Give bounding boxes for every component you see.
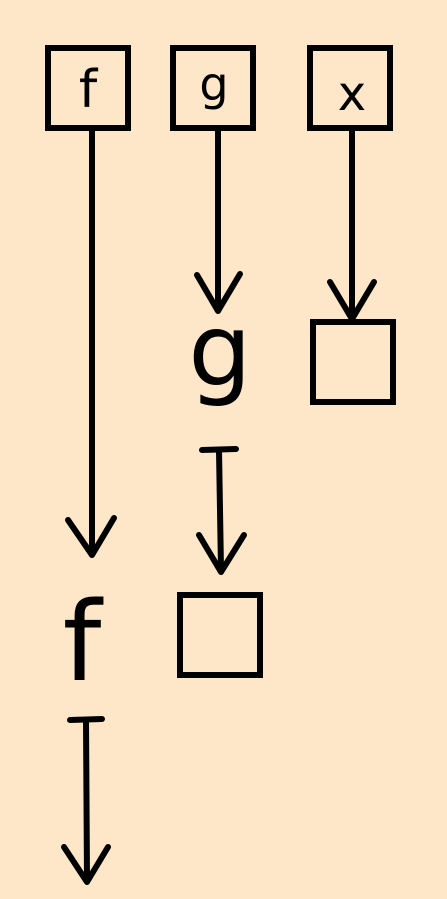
box-f-label: f [79, 60, 99, 120]
arrow-f-head [65, 515, 117, 558]
box-g-result [177, 592, 263, 678]
box-g [170, 45, 256, 131]
box-x-result [310, 319, 396, 405]
mapsto-f-head [61, 844, 111, 885]
arrow-g-head [194, 271, 243, 314]
mapsto-g-shaft [216, 447, 224, 573]
applied-f-label: f [63, 578, 104, 706]
mapsto-g-head [196, 532, 247, 575]
column-g: g g [170, 45, 263, 678]
box-f [45, 45, 131, 131]
mapsto-f-shaft [83, 717, 90, 883]
box-g-label: g [199, 57, 228, 111]
column-f: f f [45, 45, 131, 885]
column-x: x [307, 45, 396, 405]
applied-g-label: g [188, 292, 251, 409]
box-x-label: x [338, 66, 366, 122]
